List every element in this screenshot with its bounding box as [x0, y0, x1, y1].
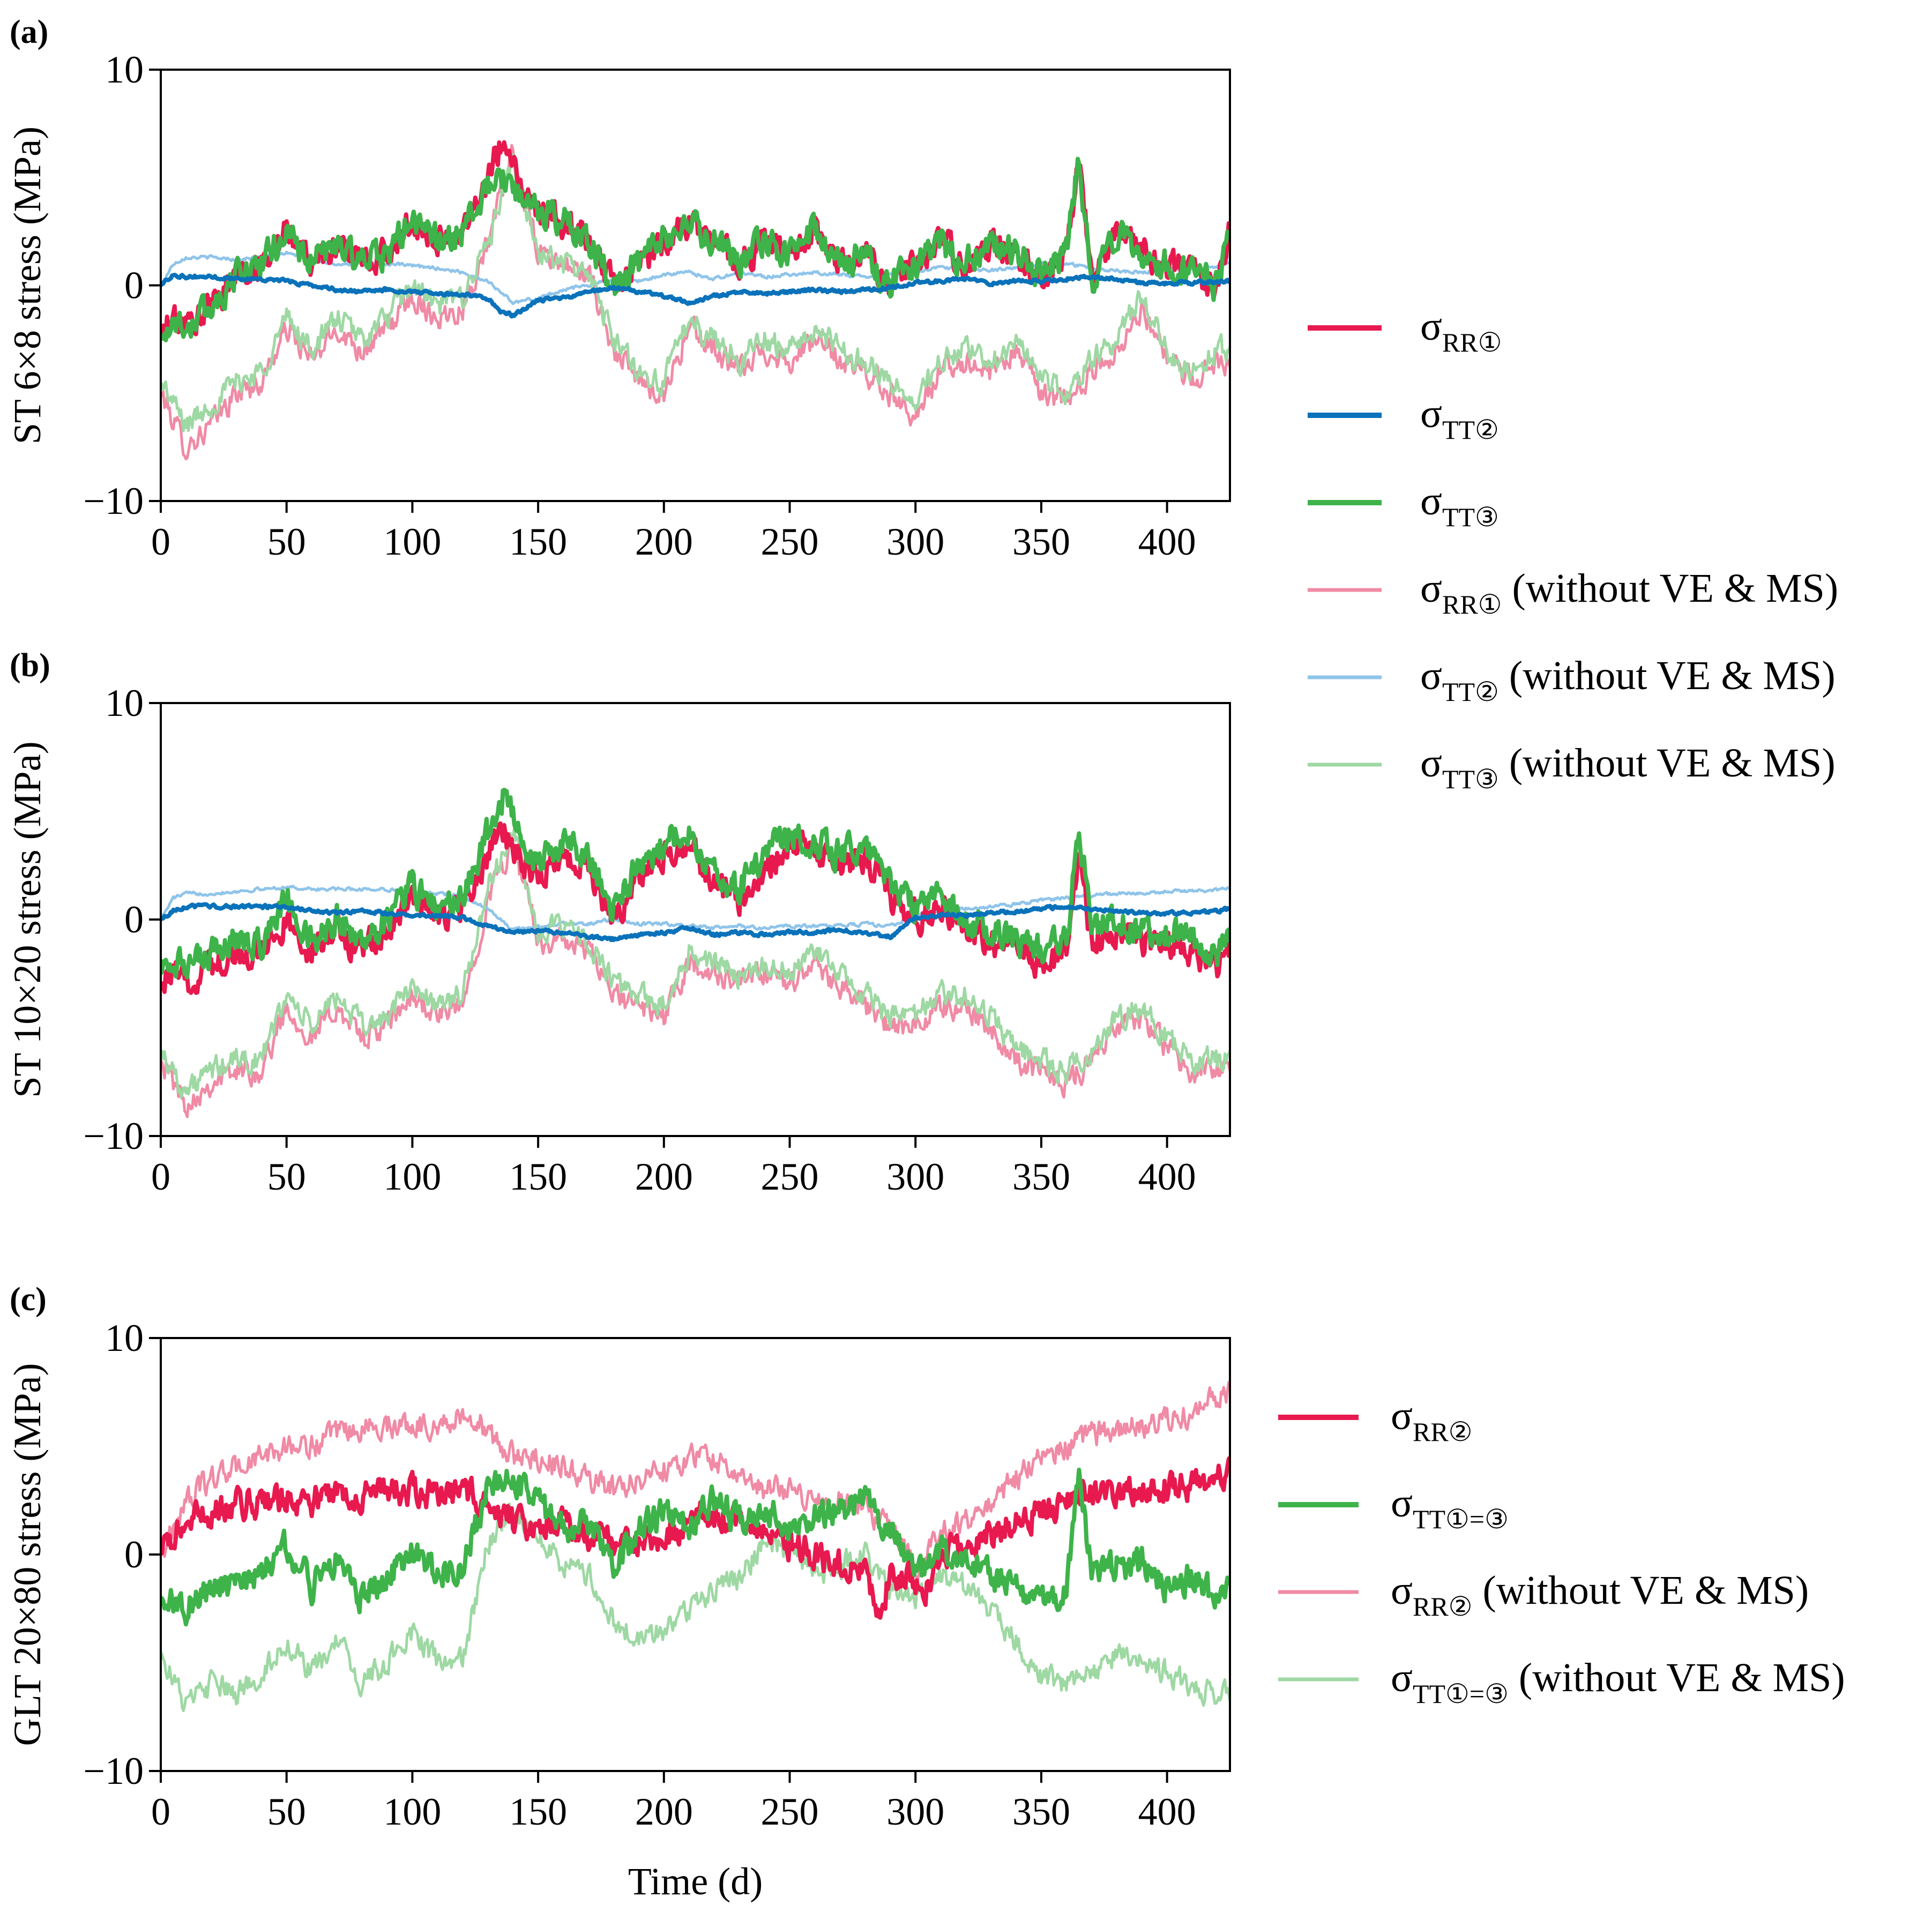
- y-tick-label: −10: [83, 480, 144, 522]
- x-tick-label: 50: [267, 1790, 306, 1833]
- x-tick-label: 300: [886, 1790, 944, 1833]
- legend-entry: σTT② (without VE & MS): [1420, 653, 1836, 707]
- panel-c-chart: (c) σRR② (without VE & MS)σTT①=③ (without…: [6, 1281, 1231, 1903]
- legend-top: σRR① σTT② σTT③ σRR① (without VE & MS) σTT② (…: [1308, 304, 1838, 794]
- panel-tag: (a): [10, 14, 48, 50]
- series-line: σTT② (without VE & MS): [161, 885, 1230, 931]
- series-line: σTT③: [161, 788, 1230, 980]
- y-tick-label: 10: [105, 682, 144, 724]
- x-tick-label: 400: [1138, 1790, 1196, 1833]
- legend-bottom: σRR② σTT①=③ σRR② (without VE & MS) σTT①=③ (…: [1278, 1393, 1845, 1709]
- x-tick-label: 150: [509, 520, 567, 563]
- x-tick-label: 100: [383, 1155, 441, 1198]
- legend-entry: σRR①: [1420, 304, 1502, 357]
- legend-entry: σTT③: [1420, 479, 1499, 532]
- x-tick-label: 50: [267, 520, 306, 563]
- series-line: σTT①=③: [161, 1467, 1230, 1627]
- x-tick-label: 0: [151, 1790, 170, 1833]
- series-line: σRR②: [161, 1456, 1230, 1620]
- y-tick-label: 0: [124, 264, 144, 307]
- y-axis-label: ST 6×8 stress (MPa): [6, 126, 49, 444]
- x-tick-label: 100: [383, 520, 441, 563]
- x-tick-label: 0: [151, 520, 170, 563]
- panel-b-chart: (b) σRR① (without VE & MS)σTT② (without V…: [6, 647, 1231, 1198]
- legend-entry: σTT①=③ (without VE & MS): [1391, 1655, 1845, 1709]
- series-line: σTT③: [161, 156, 1230, 342]
- series-line: σTT③ (without VE & MS): [161, 153, 1230, 432]
- x-tick-label: 350: [1012, 520, 1070, 563]
- y-tick-label: 10: [105, 1317, 144, 1359]
- x-tick-label: 150: [509, 1790, 567, 1833]
- x-tick-label: 150: [509, 1155, 567, 1198]
- series-line: σTT①=③ (without VE & MS): [161, 1502, 1230, 1713]
- legend-entry: σRR① (without VE & MS): [1420, 566, 1838, 619]
- x-tick-label: 400: [1138, 520, 1196, 563]
- x-tick-label: 400: [1138, 1155, 1196, 1198]
- x-tick-label: 50: [267, 1155, 306, 1198]
- x-tick-label: 350: [1012, 1155, 1070, 1198]
- y-axis-label: ST 10×20 stress (MPa): [6, 741, 49, 1097]
- series-line: σTT②: [161, 902, 1230, 943]
- y-tick-label: 10: [105, 48, 144, 91]
- series-line: σRR① (without VE & MS): [161, 835, 1230, 1118]
- x-tick-label: 200: [635, 520, 693, 563]
- x-tick-label: 100: [383, 1790, 441, 1833]
- legend-entry: σTT②: [1420, 391, 1499, 445]
- series-line: σTT③ (without VE & MS): [161, 827, 1230, 1099]
- x-tick-label: 250: [761, 520, 819, 563]
- x-tick-label: 350: [1012, 1790, 1070, 1833]
- series-group: σRR① (without VE & MS)σTT② (without VE &…: [161, 788, 1230, 1118]
- series-group: σRR② (without VE & MS)σTT①=③ (without VE…: [161, 1381, 1230, 1713]
- x-tick-label: 300: [886, 520, 944, 563]
- y-tick-label: −10: [83, 1115, 144, 1157]
- panel-a-chart: (a) σRR① (without VE & MS)σTT② (without V…: [6, 14, 1231, 563]
- series-line: σTT②: [161, 272, 1230, 319]
- series-group: σRR① (without VE & MS)σTT② (without VE &…: [161, 140, 1230, 461]
- y-tick-label: 0: [124, 898, 144, 941]
- x-tick-label: 300: [886, 1155, 944, 1198]
- x-tick-label: 0: [151, 1155, 170, 1198]
- y-tick-label: −10: [83, 1750, 144, 1792]
- x-tick-label: 250: [761, 1790, 819, 1833]
- legend-entry: σRR②: [1391, 1393, 1473, 1447]
- x-tick-label: 200: [635, 1155, 693, 1198]
- legend-entry: σRR② (without VE & MS): [1391, 1568, 1809, 1621]
- x-tick-label: 250: [761, 1155, 819, 1198]
- y-axis-label: GLT 20×80 stress (MPa): [6, 1363, 49, 1746]
- legend-entry: σTT③ (without VE & MS): [1420, 741, 1836, 794]
- x-axis-label: Time (d): [628, 1860, 763, 1903]
- series-line: σRR② (without VE & MS): [161, 1381, 1230, 1581]
- x-tick-label: 200: [635, 1790, 693, 1833]
- legend-entry: σTT①=③: [1391, 1481, 1509, 1534]
- panel-tag: (b): [10, 647, 50, 684]
- y-tick-label: 0: [124, 1533, 144, 1576]
- panel-tag: (c): [10, 1281, 47, 1318]
